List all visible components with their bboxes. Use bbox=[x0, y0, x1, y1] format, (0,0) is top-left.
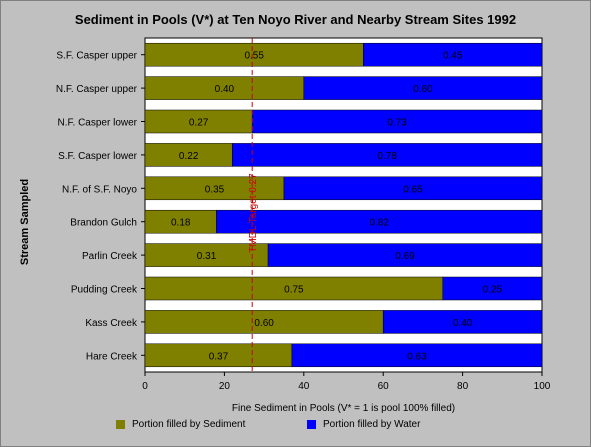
x-axis-title: Fine Sediment in Pools (V* = 1 is pool 1… bbox=[231, 403, 456, 414]
bar-label-sediment: 0.27 bbox=[189, 118, 209, 129]
category-label: S.F. Casper upper bbox=[56, 51, 137, 62]
bar-water bbox=[303, 76, 543, 100]
bar-label-water: 0.63 bbox=[407, 351, 427, 362]
bar-label-water: 0.78 bbox=[377, 151, 397, 162]
legend-swatch-sediment bbox=[116, 420, 125, 429]
category-label: Hare Creek bbox=[86, 351, 138, 362]
bar-label-sediment: 0.37 bbox=[209, 351, 229, 362]
x-tick-label: 0 bbox=[142, 381, 148, 392]
x-tick-label: 20 bbox=[219, 381, 231, 392]
category-label: N.F. Casper upper bbox=[56, 84, 138, 95]
bar-water bbox=[442, 276, 543, 301]
bar-label-sediment: 0.18 bbox=[171, 218, 191, 229]
bar-water bbox=[232, 143, 543, 167]
category-label: Parlin Creek bbox=[82, 251, 138, 262]
category-label: N.F. of S.F. Noyo bbox=[62, 184, 137, 195]
tmdl-target-label: TMDL Target 0.27 bbox=[248, 173, 259, 253]
x-tick-label: 40 bbox=[298, 381, 310, 392]
chart-title: Sediment in Pools (V*) at Ten Noyo River… bbox=[74, 12, 517, 27]
bar-label-water: 0.40 bbox=[453, 318, 473, 329]
bar-label-sediment: 0.40 bbox=[215, 84, 235, 95]
legend-label-water: Portion filled by Water bbox=[323, 419, 421, 430]
bar-water bbox=[291, 343, 543, 368]
bar-water bbox=[283, 176, 543, 201]
bar-label-water: 0.60 bbox=[413, 84, 433, 95]
bar-water bbox=[216, 209, 543, 234]
bar-label-sediment: 0.31 bbox=[197, 251, 217, 262]
bar-water bbox=[363, 42, 543, 67]
bar-label-water: 0.73 bbox=[387, 118, 407, 129]
bar-label-sediment: 0.35 bbox=[205, 184, 225, 195]
bar-water bbox=[267, 243, 543, 267]
legend-label-sediment: Portion filled by Sediment bbox=[132, 419, 246, 430]
category-label: Pudding Creek bbox=[71, 285, 138, 296]
bar-label-sediment: 0.55 bbox=[244, 51, 264, 62]
legend-swatch-water bbox=[307, 420, 316, 429]
bar-water bbox=[382, 310, 543, 334]
x-tick-label: 80 bbox=[457, 381, 469, 392]
bar-label-water: 0.82 bbox=[369, 218, 389, 229]
bar-label-water: 0.25 bbox=[483, 285, 503, 296]
bar-label-sediment: 0.22 bbox=[179, 151, 199, 162]
x-tick-label: 100 bbox=[534, 381, 551, 392]
category-label: N.F. Casper lower bbox=[58, 118, 138, 129]
bar-label-water: 0.65 bbox=[403, 184, 423, 195]
bar-label-sediment: 0.75 bbox=[284, 285, 304, 296]
bar-label-water: 0.69 bbox=[395, 251, 415, 262]
bar-label-sediment: 0.60 bbox=[254, 318, 274, 329]
bar-label-water: 0.45 bbox=[443, 51, 463, 62]
category-label: Brandon Gulch bbox=[70, 218, 137, 229]
category-label: Kass Creek bbox=[85, 318, 138, 329]
x-tick-label: 60 bbox=[378, 381, 390, 392]
category-label: S.F. Casper lower bbox=[58, 151, 138, 162]
